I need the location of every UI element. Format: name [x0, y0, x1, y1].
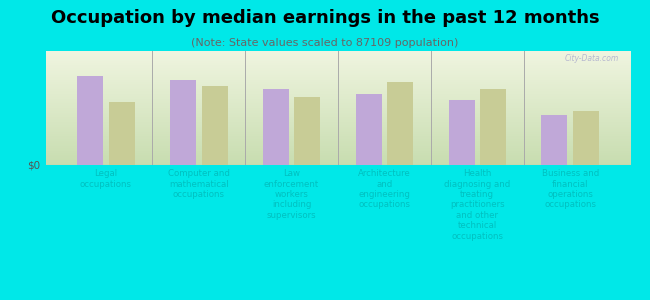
Bar	[263, 89, 289, 165]
Bar	[387, 82, 413, 165]
Bar	[541, 115, 567, 165]
Text: Occupation by median earnings in the past 12 months: Occupation by median earnings in the pas…	[51, 9, 599, 27]
Bar	[356, 94, 382, 165]
Bar	[170, 80, 196, 165]
Legend: 87109, New Mexico: 87109, New Mexico	[248, 298, 428, 300]
Bar	[109, 102, 135, 165]
Bar	[77, 76, 103, 165]
Bar	[202, 86, 228, 165]
Text: (Note: State values scaled to 87109 population): (Note: State values scaled to 87109 popu…	[191, 38, 459, 47]
Bar	[573, 111, 599, 165]
Bar	[480, 89, 506, 165]
Bar	[448, 100, 474, 165]
Text: City-Data.com: City-Data.com	[565, 54, 619, 63]
Bar	[294, 97, 320, 165]
